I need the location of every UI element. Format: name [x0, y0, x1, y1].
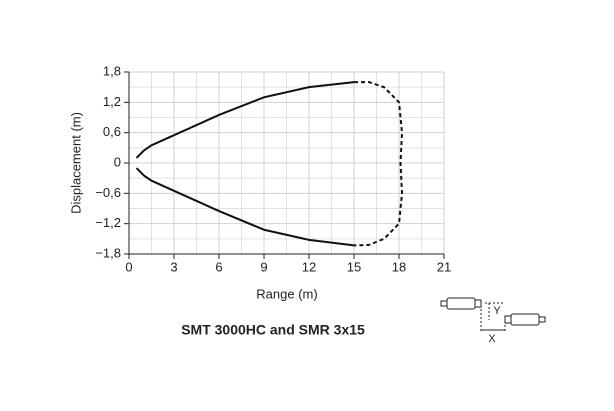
x-tick-label: 9 [260, 259, 267, 274]
envelope-line [135, 81, 355, 159]
x-tick-label: 6 [215, 259, 222, 274]
y-tick-label: 1,2 [103, 94, 121, 109]
x-axis-label: Range (m) [256, 286, 317, 301]
diagram-label: X [488, 333, 496, 345]
x-tick-label: 0 [125, 259, 132, 274]
y-tick-label: −1,2 [95, 215, 121, 230]
x-tick-label: 15 [347, 259, 361, 274]
chart-title: SMT 3000HC and SMR 3x15 [181, 322, 365, 338]
x-tick-label: 3 [170, 259, 177, 274]
x-tick-label: 18 [392, 259, 406, 274]
envelope-line [135, 167, 355, 247]
sensor-diagram [440, 297, 546, 333]
y-axis-label: Displacement (m) [68, 112, 83, 214]
envelope-line [353, 81, 404, 247]
y-tick-label: −1,8 [95, 245, 121, 260]
y-tick-label: 1,8 [103, 63, 121, 78]
diagram-label: Y [493, 305, 501, 317]
y-tick-label: 0 [114, 154, 121, 169]
x-tick-label: 21 [437, 259, 451, 274]
y-tick-label: 0,6 [103, 124, 121, 139]
x-tick-label: 12 [302, 259, 316, 274]
y-tick-label: −0,6 [95, 185, 121, 200]
